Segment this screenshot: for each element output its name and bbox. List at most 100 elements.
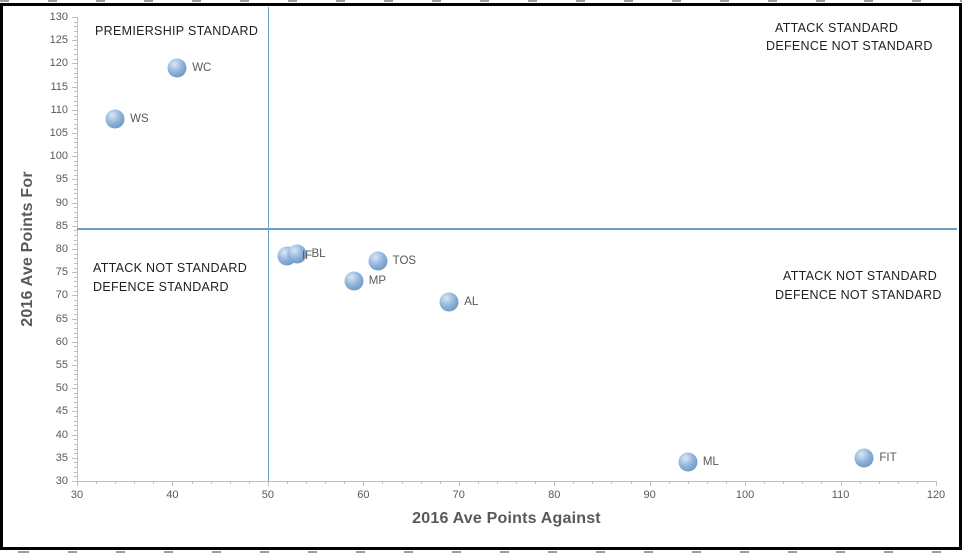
clipped-gridline-marks-top [0,0,962,2]
y-minor-tick [74,26,77,28]
x-minor-tick [859,481,861,484]
x-minor-tick [210,481,212,484]
x-tick-label: 70 [452,489,465,501]
y-minor-tick [74,253,77,255]
x-tick-label: 50 [261,489,274,501]
y-minor-tick [74,211,77,213]
x-major-tick [458,481,460,486]
y-minor-tick [74,230,77,232]
x-minor-tick [191,481,193,484]
x-minor-tick [611,481,613,484]
y-minor-tick [74,369,77,371]
y-minor-tick [74,309,77,311]
x-minor-tick [96,481,98,484]
y-tick-label: 55 [55,359,68,371]
y-major-tick [72,63,77,65]
x-minor-tick [401,481,403,484]
x-major-tick [649,481,651,486]
data-point-label: WC [192,62,212,75]
y-minor-tick [74,416,77,418]
y-minor-tick [74,72,77,74]
x-minor-tick [439,481,441,484]
y-tick-label: 80 [55,243,68,255]
y-minor-tick [74,420,77,422]
y-minor-tick [74,337,77,339]
y-minor-tick [74,95,77,97]
y-minor-tick [74,91,77,93]
x-minor-tick [306,481,308,484]
y-minor-tick [74,142,77,144]
chart-border-box: 30 40 50 60 70 80 90 100 110 120 30 35 40 45 50 55 60 65 7… [0,3,962,550]
y-minor-tick [74,165,77,167]
data-point-label: TOS [392,254,417,267]
data-point-bubble [678,452,698,472]
y-tick-label: 70 [55,289,68,302]
x-minor-tick [916,481,918,484]
x-minor-tick [821,481,823,484]
x-minor-tick [592,481,594,484]
y-major-tick [72,109,77,111]
y-tick-label: 40 [55,428,68,441]
x-minor-tick [496,481,498,484]
y-minor-tick [74,323,77,325]
y-minor-tick [74,304,77,306]
y-tick-label: 100 [49,150,68,163]
y-minor-tick [74,262,77,264]
y-minor-tick [74,462,77,464]
x-tick-label: 110 [831,489,850,501]
x-major-tick [172,481,174,486]
y-major-tick [72,133,77,134]
data-point-bubble [439,292,459,312]
y-minor-tick [74,119,77,121]
y-minor-tick [74,35,77,37]
y-minor-tick [74,244,77,246]
data-point-bubble [287,244,307,264]
y-tick-label: 75 [55,266,68,279]
x-tick-label: 90 [643,489,656,501]
quadrant-annotation: ATTACK NOT STANDARD [783,269,938,283]
x-minor-tick [726,481,728,484]
x-minor-tick [764,481,766,484]
data-point-bubble [167,58,187,78]
x-minor-tick [286,481,288,484]
x-major-tick [745,481,747,486]
y-minor-tick [74,105,77,107]
y-minor-tick [74,170,77,172]
y-tick-label: 125 [49,34,68,47]
data-point-label: IF [301,249,313,262]
x-minor-tick [573,481,575,484]
y-major-tick [72,40,77,42]
y-minor-tick [74,429,77,431]
x-minor-tick [783,481,785,484]
data-point-label: BL [311,247,326,260]
x-minor-tick [535,481,537,484]
y-minor-tick [74,146,77,148]
y-minor-tick [74,54,77,56]
data-point-label: MP [368,275,387,288]
data-point-label: AL [464,296,479,309]
y-minor-tick [74,197,77,199]
y-minor-tick [74,188,77,190]
y-major-tick [72,156,77,158]
x-minor-tick [668,481,670,484]
quadrant-annotation: DEFENCE NOT STANDARD [775,288,942,302]
y-tick-label: 115 [50,80,68,93]
y-major-tick [72,457,77,459]
x-minor-tick [325,481,327,484]
data-point-bubble [854,448,874,468]
x-minor-tick [878,481,880,484]
y-minor-tick [74,174,77,176]
y-minor-tick [74,114,77,116]
y-minor-tick [74,128,77,130]
y-minor-tick [74,267,77,269]
x-axis-title: 2016 Ave Points Against [412,510,601,527]
y-minor-tick [74,221,77,223]
y-minor-tick [74,160,77,162]
y-major-tick [72,225,77,227]
y-minor-tick [74,448,77,450]
y-minor-tick [74,467,77,469]
x-major-tick [77,481,78,486]
quadrant-annotation: DEFENCE STANDARD [93,280,229,294]
